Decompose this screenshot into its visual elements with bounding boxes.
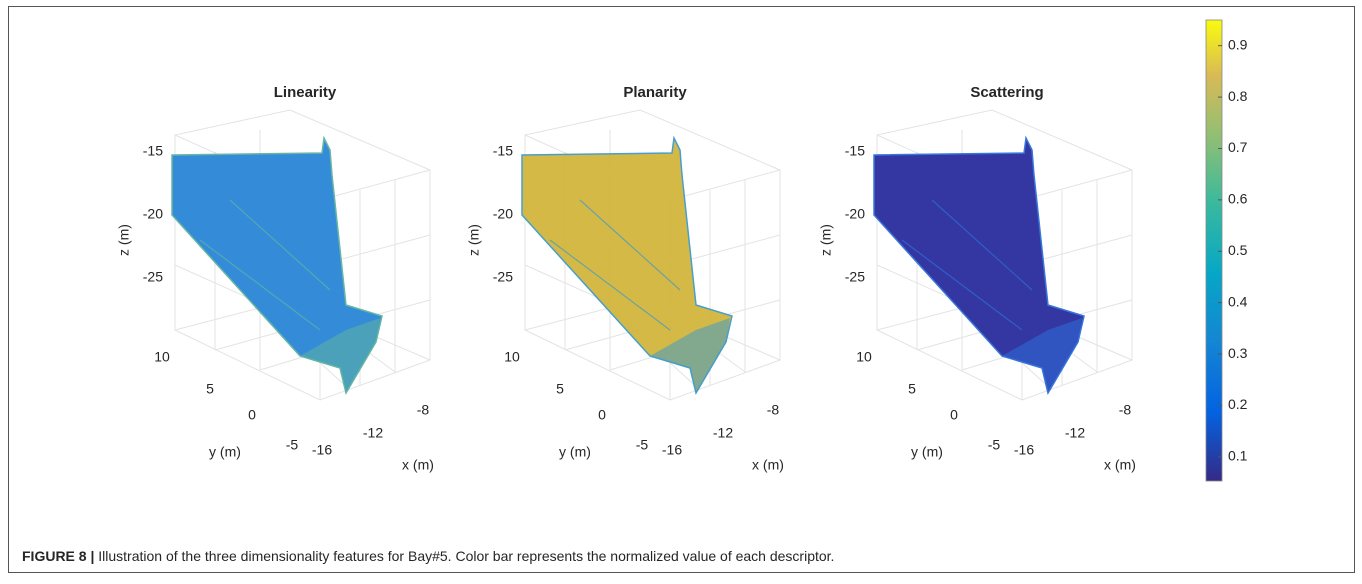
colorbar-ticks: 0.9 0.8 0.7 0.6 0.5 0.4 0.3 0.2 0.1 <box>1218 36 1248 464</box>
z-tick-label: -25 <box>845 269 865 285</box>
z-tick-label: -25 <box>493 269 513 285</box>
y-axis-label: y (m) <box>209 444 241 460</box>
x-tick-label: -12 <box>363 425 383 441</box>
panel: Planarity -15 -20 -25 10 5 0 -5 -16 -12 -8 z (m) y (… <box>466 84 784 473</box>
caption: FIGURE 8 | Illustration of the three dim… <box>22 548 834 564</box>
y-tick-label: -5 <box>636 437 649 453</box>
x-axis-label: x (m) <box>1104 457 1136 473</box>
x-tick-label: -8 <box>417 402 430 418</box>
point-cloud-face <box>1002 318 1082 393</box>
point-cloud-edge <box>199 199 331 331</box>
point-cloud-edge <box>549 199 681 331</box>
colorbar <box>1205 19 1223 482</box>
y-tick-label: -5 <box>286 437 299 453</box>
point-cloud-edge <box>901 199 1033 331</box>
y-tick-label: 5 <box>206 381 214 397</box>
colorbar-tick-label: 0.5 <box>1228 242 1248 258</box>
x-tick-label: -16 <box>662 442 682 458</box>
caption-label: FIGURE 8 | <box>22 548 94 564</box>
z-tick-label: -15 <box>493 143 513 159</box>
y-axis-label: y (m) <box>911 444 943 460</box>
z-tick-label: -15 <box>845 143 865 159</box>
panel: Scattering -15 -20 -25 10 5 0 -5 -16 -12 -8 z (m) y … <box>818 84 1136 473</box>
x-tick-label: -16 <box>312 442 332 458</box>
colorbar-tick-label: 0.4 <box>1228 293 1248 309</box>
z-axis-label: z (m) <box>818 224 834 256</box>
x-tick-label: -12 <box>713 425 733 441</box>
panel: Linearity -15 -20 -25 10 5 0 -5 -16 -12 -8 z (m) y (… <box>116 84 434 473</box>
y-tick-label: 0 <box>598 407 606 423</box>
y-tick-label: 0 <box>950 407 958 423</box>
z-tick-label: -20 <box>493 206 513 222</box>
x-tick-label: -8 <box>1119 402 1132 418</box>
y-axis-label: y (m) <box>559 444 591 460</box>
panel-title: Linearity <box>274 84 337 101</box>
caption-text: Illustration of the three dimensionality… <box>98 548 834 564</box>
colorbar-tick-label: 0.6 <box>1228 191 1248 207</box>
panel-title: Planarity <box>623 84 687 101</box>
figure-frame <box>8 6 1355 573</box>
z-tick-label: -15 <box>143 143 163 159</box>
y-tick-label: 0 <box>248 407 256 423</box>
x-tick-label: -8 <box>767 402 780 418</box>
colorbar-tick-label: 0.1 <box>1228 448 1248 464</box>
z-tick-label: -20 <box>845 206 865 222</box>
z-axis-label: z (m) <box>466 224 482 256</box>
z-tick-label: -20 <box>143 206 163 222</box>
colorbar-tick-label: 0.8 <box>1228 88 1248 104</box>
point-cloud-face <box>650 318 730 393</box>
z-tick-label: -25 <box>143 269 163 285</box>
x-axis-label: x (m) <box>402 457 434 473</box>
x-axis-label: x (m) <box>752 457 784 473</box>
y-tick-label: 10 <box>154 349 170 365</box>
y-tick-label: 5 <box>556 381 564 397</box>
point-cloud-face <box>300 318 380 393</box>
y-tick-label: 5 <box>908 381 916 397</box>
panel-title: Scattering <box>970 84 1043 101</box>
colorbar-tick-label: 0.2 <box>1228 396 1248 412</box>
colorbar-tick-label: 0.7 <box>1228 139 1248 155</box>
x-tick-label: -12 <box>1065 425 1085 441</box>
panels: Linearity -15 -20 -25 10 5 0 -5 -16 -12 -8 z (m) y (… <box>116 84 1136 473</box>
colorbar-tick-label: 0.3 <box>1228 345 1248 361</box>
y-tick-label: -5 <box>988 437 1001 453</box>
z-axis-label: z (m) <box>116 224 132 256</box>
y-tick-label: 10 <box>504 349 520 365</box>
colorbar-tick-label: 0.9 <box>1228 36 1248 52</box>
y-tick-label: 10 <box>856 349 872 365</box>
x-tick-label: -16 <box>1014 442 1034 458</box>
